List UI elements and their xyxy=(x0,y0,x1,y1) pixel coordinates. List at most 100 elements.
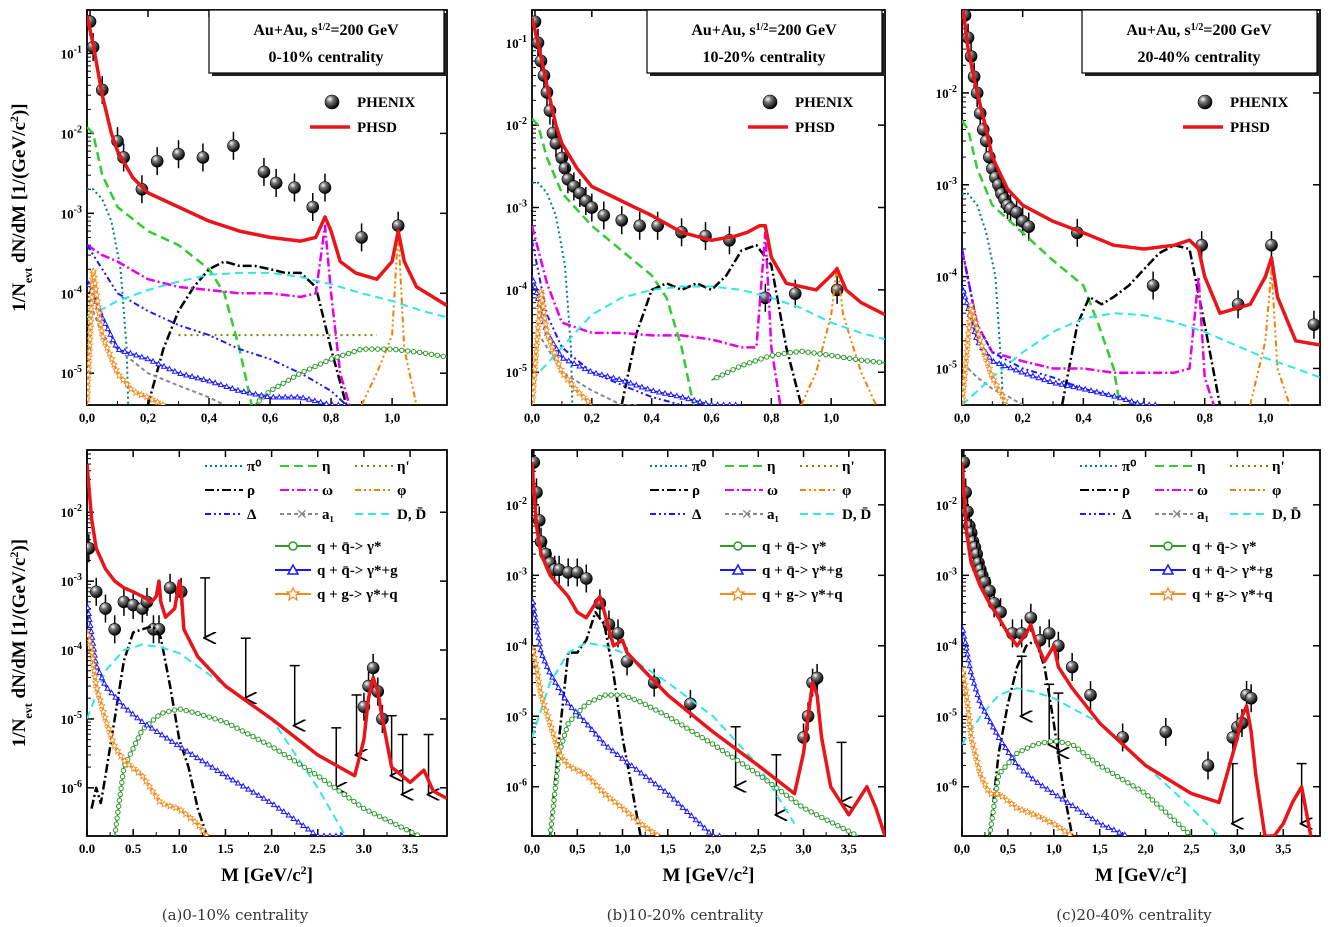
marker-circle xyxy=(286,754,293,761)
marker-triangle xyxy=(1018,368,1025,375)
marker-triangle xyxy=(1046,378,1054,384)
marker-triangle xyxy=(576,362,583,369)
marker-triangle xyxy=(270,801,278,808)
curve-phsd xyxy=(532,462,885,836)
marker-circle xyxy=(244,731,251,737)
marker-star xyxy=(970,746,979,754)
phenix-point xyxy=(108,622,121,636)
marker-star xyxy=(87,631,93,640)
marker-triangle xyxy=(992,728,1000,735)
marker-star xyxy=(138,772,147,781)
marker-circle xyxy=(218,717,224,724)
marker-triangle xyxy=(87,610,92,617)
legend-label-qqbarg: q + q̄-> γ*+g xyxy=(317,563,398,579)
marker-triangle xyxy=(989,723,997,730)
panel-c-top: 0,0 0,2 0,4 0,6 0,8 1,0 10-5 10-4 10-3 10-2 Au+Au,… xyxy=(936,9,1321,425)
marker-circle xyxy=(550,803,557,809)
marker-triangle xyxy=(1099,821,1107,828)
y-tick-label: 10-6 xyxy=(936,778,957,795)
phenix-point xyxy=(227,139,240,153)
y-tick-label: 10-2 xyxy=(506,116,527,133)
marker-circle xyxy=(563,726,569,733)
marker-star xyxy=(962,365,970,374)
series-group xyxy=(962,10,1320,405)
marker-triangle xyxy=(166,365,173,372)
marker-circle xyxy=(276,748,282,754)
y-tick-label: 10-6 xyxy=(506,778,527,795)
marker-circle xyxy=(130,746,136,752)
marker-star xyxy=(629,813,638,822)
marker-circle xyxy=(381,346,387,352)
marker-triangle xyxy=(711,832,716,836)
y-tick-label: 10-4 xyxy=(936,268,957,285)
marker-circle xyxy=(1158,805,1164,811)
marker-circle xyxy=(829,820,836,826)
phenix-point xyxy=(196,151,210,164)
marker-circle xyxy=(852,356,859,363)
marker-circle xyxy=(375,346,381,352)
marker-star xyxy=(966,728,975,737)
marker-star xyxy=(532,365,539,374)
marker-circle xyxy=(729,754,736,760)
marker-triangle xyxy=(981,707,988,714)
legend-label-qqbar: q + q̄-> γ* xyxy=(1192,539,1257,555)
marker-circle xyxy=(658,710,664,716)
marker-star xyxy=(87,347,94,355)
marker-star xyxy=(977,341,986,350)
marker-circle xyxy=(653,707,659,713)
marker-star xyxy=(983,358,992,367)
marker-star xyxy=(97,701,106,710)
marker-circle xyxy=(798,803,804,809)
phenix-point xyxy=(580,572,593,585)
x-tick-label: 0,2 xyxy=(140,410,156,425)
marker-triangle xyxy=(1094,818,1101,825)
marker-circle xyxy=(846,355,853,362)
marker-star xyxy=(137,390,146,399)
marker-triangle xyxy=(709,401,714,405)
x-tick-label: 0,5 xyxy=(569,841,586,856)
marker-triangle xyxy=(299,394,307,401)
marker-circle xyxy=(744,764,751,770)
marker-star xyxy=(87,305,96,314)
marker-triangle xyxy=(1070,383,1077,390)
marker-star xyxy=(126,384,135,393)
marker-triangle xyxy=(532,598,537,605)
marker-triangle xyxy=(138,353,146,360)
marker-star xyxy=(580,769,589,778)
marker-star xyxy=(153,398,162,405)
marker-triangle xyxy=(1059,795,1066,802)
marker-star xyxy=(965,716,974,725)
marker-star xyxy=(964,329,973,338)
marker-triangle xyxy=(1089,815,1096,822)
x-tick-label: 0,2 xyxy=(1015,410,1031,425)
marker-star xyxy=(962,692,971,701)
x-axis-label: M [GeV/c2] xyxy=(1095,863,1187,886)
legend-marker xyxy=(1161,563,1175,575)
phenix-point xyxy=(1065,660,1079,674)
marker-triangle xyxy=(532,277,537,284)
legend-label-pi0: π⁰ xyxy=(1122,459,1136,475)
marker-triangle xyxy=(223,383,230,389)
marker-triangle xyxy=(173,741,181,748)
marker-star xyxy=(532,395,537,403)
marker-star xyxy=(560,756,569,765)
marker-triangle xyxy=(615,375,623,382)
marker-circle xyxy=(351,798,357,805)
marker-star xyxy=(547,723,556,732)
phenix-point xyxy=(611,627,625,640)
curve-phsd xyxy=(87,15,447,308)
y-tick-label: 10-5 xyxy=(936,707,957,724)
x-tick-label: 0,8 xyxy=(763,410,780,425)
x-axis-label: M [GeV/c2] xyxy=(221,863,313,886)
legend-label-omega: ω xyxy=(1197,483,1208,499)
marker-star xyxy=(575,388,584,397)
marker-triangle xyxy=(1064,798,1071,805)
marker-star xyxy=(583,397,592,405)
marker-star xyxy=(965,323,973,332)
y-tick-label: 10-1 xyxy=(506,34,527,51)
marker-star xyxy=(87,377,93,385)
marker-star xyxy=(532,647,538,656)
marker-triangle xyxy=(604,743,612,750)
marker-triangle xyxy=(183,747,191,754)
marker-triangle xyxy=(1122,396,1130,402)
